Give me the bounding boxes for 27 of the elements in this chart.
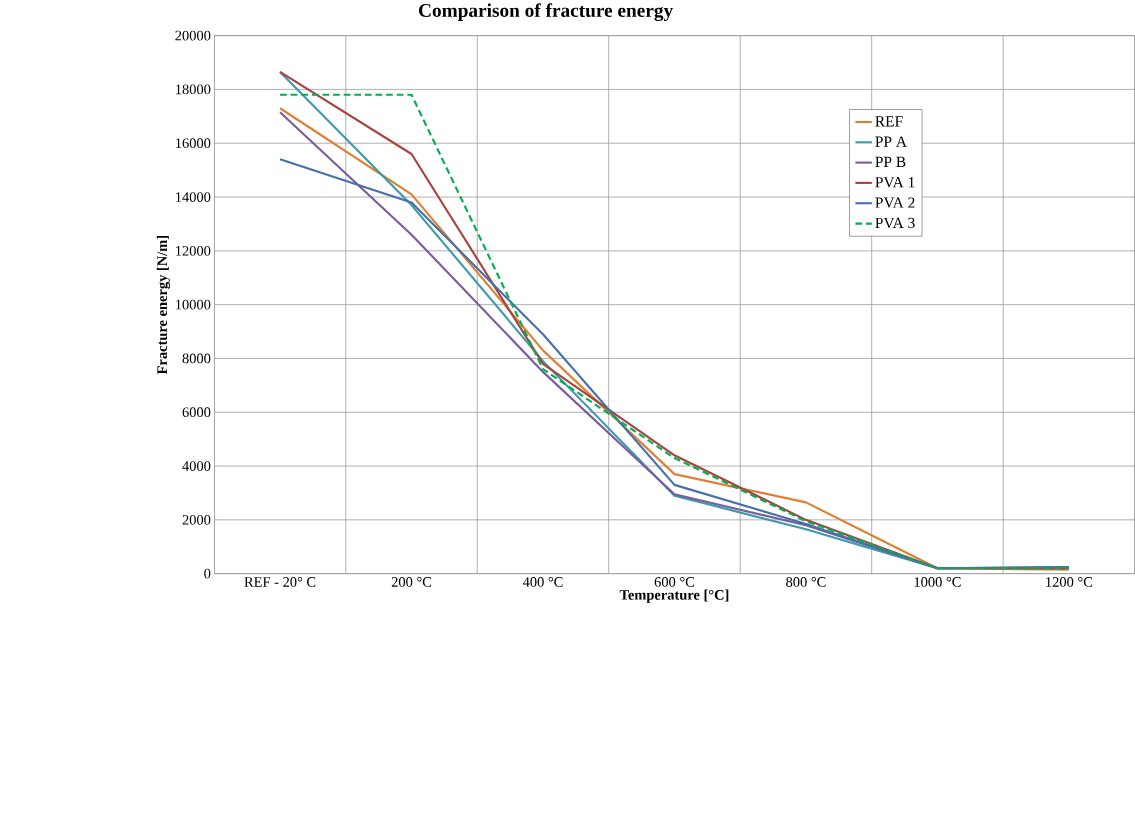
- y-tick-label: 8000: [182, 353, 211, 364]
- x-tick-label: 800 °C: [786, 577, 826, 587]
- y-axis-title: Fracture energy [N/m]: [156, 236, 171, 375]
- x-tick-label: REF - 20° C: [244, 577, 316, 587]
- y-tick-label: 20000: [175, 30, 211, 41]
- y-tick-label: 12000: [176, 246, 211, 256]
- x-tick-label: 400 °C: [522, 577, 563, 587]
- legend-label: PVA 2: [875, 197, 915, 208]
- legend-label: PP A: [875, 136, 907, 147]
- y-tick-label: 14000: [176, 192, 211, 202]
- chart-title: Comparison of fracture energy: [419, 3, 673, 22]
- y-tick-label: 4000: [182, 461, 211, 471]
- y-tick-label: 18000: [176, 84, 211, 95]
- y-tick-label: 2000: [182, 515, 211, 525]
- legend-label: PVA 1: [875, 177, 915, 188]
- legend-label: PVA 3: [875, 217, 915, 229]
- x-tick-label: 1000 °C: [914, 577, 961, 587]
- x-tick-label: 1200 °C: [1046, 577, 1093, 587]
- y-tick-label: 10000: [176, 299, 211, 310]
- y-tick-label: 16000: [176, 138, 211, 149]
- x-tick-label: 600 °C: [654, 577, 695, 587]
- y-tick-label: 6000: [182, 407, 211, 418]
- x-axis-title: Temperature [°C]: [619, 589, 729, 603]
- x-tick-label: 200 °C: [391, 577, 432, 587]
- y-tick-label: 0: [204, 568, 211, 579]
- legend-label: REF: [875, 116, 903, 127]
- legend-label: PP B: [875, 156, 906, 168]
